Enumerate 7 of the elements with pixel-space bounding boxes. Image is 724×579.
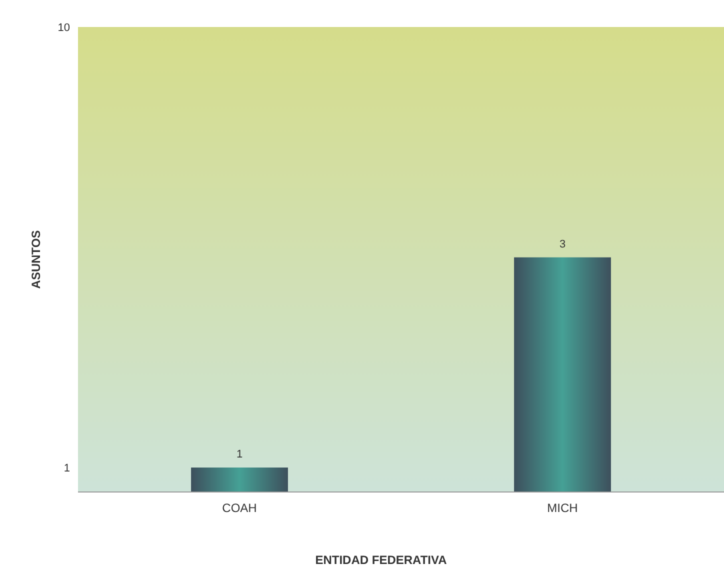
data-label: 1 [236,448,243,461]
x-tick-label: COAH [222,501,257,515]
data-label: 3 [559,238,566,250]
x-axis-title: ENTIDAD FEDERATIVA [315,553,448,567]
y-tick-label: 10 [58,22,70,34]
y-axis-title: ASUNTOS [29,230,43,289]
x-tick-label: MICH [547,501,578,515]
